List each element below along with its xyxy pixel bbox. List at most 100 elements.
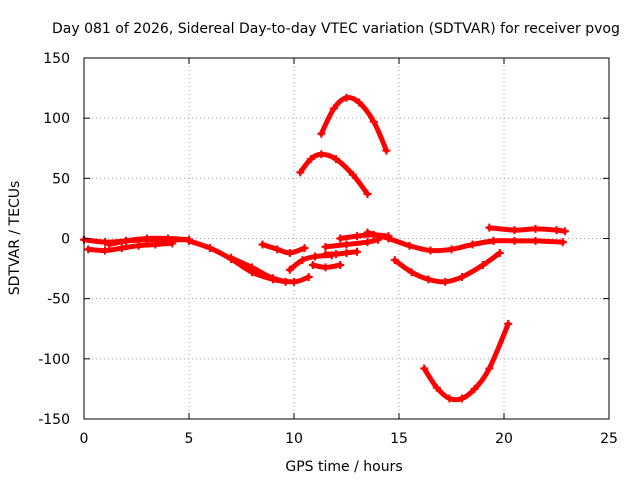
data-point <box>336 260 345 269</box>
data-point <box>342 240 351 249</box>
series-arc-h <box>296 150 372 198</box>
data-point <box>348 170 357 179</box>
data-point <box>363 189 372 198</box>
data-point <box>485 364 494 373</box>
data-point <box>311 252 319 261</box>
data-point <box>424 275 433 284</box>
data-point <box>504 319 513 328</box>
data-point <box>485 223 494 232</box>
series-arc-c <box>105 234 193 249</box>
data-point <box>342 248 351 257</box>
data-point <box>560 227 569 236</box>
data-point <box>285 248 294 257</box>
data-point <box>479 260 487 269</box>
data-point <box>441 277 450 286</box>
y-tick-label: 150 <box>43 51 70 67</box>
data-point <box>308 260 317 269</box>
series-arc-i <box>317 93 391 155</box>
series-arc-j <box>321 247 361 259</box>
y-tick-label: 0 <box>61 232 70 248</box>
data-point <box>363 238 372 247</box>
data-point <box>185 236 193 245</box>
data-point <box>143 234 151 243</box>
data-point <box>101 238 109 247</box>
y-axis-ticks: -150 -100 -50 0 50 100 150 <box>38 51 609 428</box>
data-point <box>332 250 340 259</box>
x-tick-label: 25 <box>600 431 618 447</box>
x-tick-label: 20 <box>495 431 513 447</box>
y-tick-label: -150 <box>38 412 70 428</box>
data-point <box>470 384 479 393</box>
x-tick-label: 10 <box>285 431 303 447</box>
data-point <box>355 98 364 107</box>
data-point <box>134 241 143 250</box>
data-point <box>321 263 330 272</box>
data-point <box>558 238 567 247</box>
data-point <box>353 232 361 241</box>
x-axis-label: GPS time / hours <box>285 459 402 475</box>
data-point <box>531 224 540 233</box>
series-arc-e <box>227 253 313 286</box>
data-point <box>342 93 351 102</box>
data-point <box>164 234 172 243</box>
y-tick-label: 50 <box>52 171 70 187</box>
series-arc-p <box>420 319 513 403</box>
data-point <box>285 265 294 274</box>
series-arc-b <box>84 239 177 255</box>
data-point <box>510 236 519 245</box>
data-point <box>296 168 305 177</box>
chart-title: Day 081 of 2026, Sidereal Day-to-day VTE… <box>52 21 620 37</box>
data-point <box>420 364 429 373</box>
y-tick-label: -50 <box>47 292 70 308</box>
data-point <box>384 234 393 243</box>
data-point <box>432 383 441 392</box>
data-point <box>336 234 345 243</box>
data-point <box>273 245 282 254</box>
data-series <box>80 93 569 403</box>
x-tick-label: 15 <box>390 431 408 447</box>
data-point <box>101 246 109 255</box>
data-point <box>447 245 456 254</box>
data-point <box>105 240 114 249</box>
data-point <box>332 155 340 164</box>
data-point <box>321 250 330 259</box>
data-point <box>495 248 504 257</box>
data-point <box>306 155 315 164</box>
data-point <box>290 277 298 286</box>
data-point <box>269 274 277 283</box>
series-arc-q <box>485 223 569 236</box>
data-point <box>468 240 477 249</box>
data-point <box>458 273 466 282</box>
data-point <box>227 253 235 262</box>
data-point <box>248 263 256 272</box>
data-point <box>382 146 391 155</box>
data-point <box>405 241 414 250</box>
data-point <box>298 256 307 265</box>
data-point <box>317 150 326 159</box>
y-axis-label: SDTVAR / TECUs <box>7 181 23 296</box>
data-point <box>117 244 126 253</box>
series-arc-k <box>308 260 345 272</box>
data-point <box>329 104 338 113</box>
x-axis-ticks: 0 5 10 15 20 25 <box>80 58 618 447</box>
data-point <box>489 236 498 245</box>
x-tick-label: 5 <box>185 431 194 447</box>
data-point <box>552 226 561 235</box>
data-point <box>426 246 435 255</box>
series-arc-r <box>468 236 567 249</box>
data-point <box>458 394 466 403</box>
data-point <box>122 236 130 245</box>
data-point <box>407 268 416 277</box>
data-point <box>84 245 93 254</box>
data-point <box>369 117 378 126</box>
series-arc-o <box>390 248 504 286</box>
data-point <box>353 247 361 256</box>
data-point <box>300 244 309 253</box>
data-point <box>258 240 267 249</box>
series-line <box>318 94 389 154</box>
data-point <box>304 273 313 282</box>
series-line <box>323 249 360 257</box>
y-tick-label: 100 <box>43 111 70 127</box>
data-point <box>445 394 454 403</box>
